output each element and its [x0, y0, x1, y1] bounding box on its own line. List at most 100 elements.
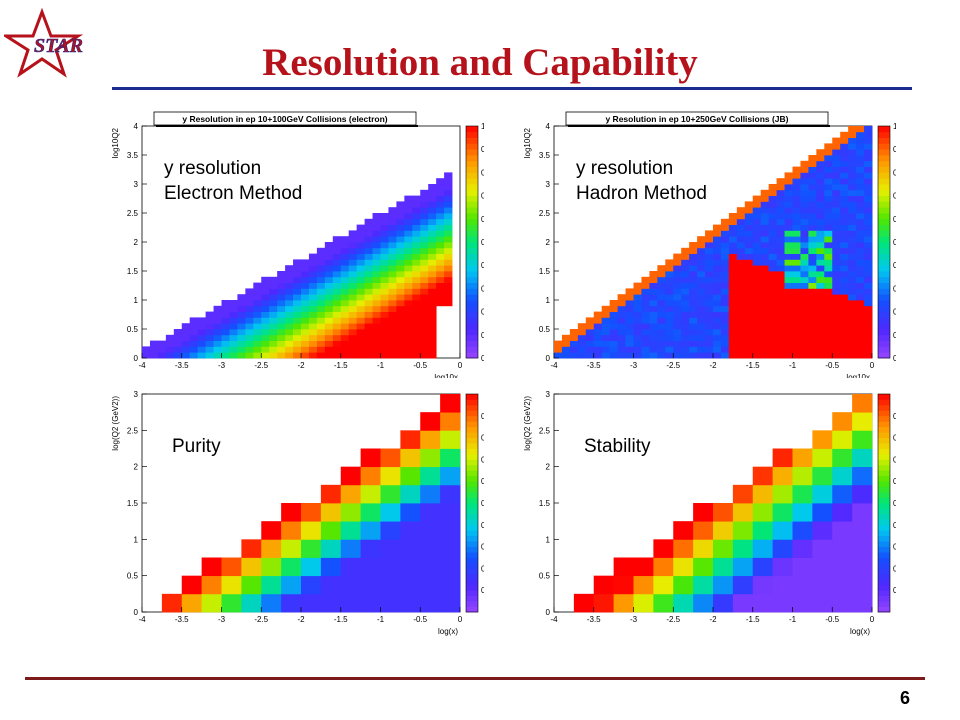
heatmap-cell: [625, 294, 634, 301]
heatmap-cell: [776, 311, 785, 318]
heatmap-cell: [593, 311, 603, 318]
heatmap-cell: [800, 317, 809, 324]
heatmap-cell: [784, 189, 793, 196]
heatmap-cell: [812, 575, 833, 595]
colorbar-tick-label: 0.5: [481, 499, 484, 508]
heatmap-cell: [856, 207, 865, 214]
heatmap-cell: [261, 593, 282, 613]
heatmap-cell: [277, 294, 286, 301]
colorbar-tick-label: 0.2: [893, 308, 896, 317]
heatmap-cell: [728, 317, 738, 324]
heatmap-cell: [412, 276, 421, 283]
heatmap-cell: [784, 300, 793, 307]
heatmap-cell: [665, 288, 674, 295]
heatmap-cell: [229, 305, 238, 312]
colorbar-segment: [466, 126, 478, 133]
heatmap-cell: [348, 230, 358, 237]
heatmap-cell: [436, 282, 445, 289]
heatmap-cell: [800, 184, 809, 191]
heatmap-cell: [340, 247, 350, 254]
heatmap-cell: [436, 259, 445, 266]
x-tick-label: 0: [870, 615, 875, 624]
heatmap-cell: [736, 340, 746, 347]
heatmap-cell: [728, 352, 738, 359]
heatmap-cell: [396, 334, 405, 341]
heatmap-cell: [245, 288, 254, 295]
colorbar-segment: [878, 131, 890, 138]
y-tick-label: 0: [546, 608, 551, 617]
heatmap-cell: [428, 184, 437, 191]
heatmap-cell: [173, 340, 183, 347]
heatmap-cell: [792, 230, 801, 237]
heatmap-cell: [593, 340, 603, 347]
heatmap-cell: [697, 271, 706, 278]
heatmap-cell: [752, 230, 762, 237]
heatmap-cell: [840, 236, 849, 243]
colorbar-segment: [878, 276, 890, 283]
heatmap-cell: [316, 247, 326, 254]
heatmap-cell: [713, 224, 722, 231]
heatmap-cell: [237, 346, 246, 353]
y-tick-label: 2.5: [539, 209, 551, 218]
heatmap-cell: [380, 329, 389, 336]
heatmap-cell: [713, 305, 722, 312]
heatmap-cell: [673, 593, 694, 613]
y-tick-label: 2: [134, 463, 139, 472]
heatmap-cell: [697, 340, 706, 347]
heatmap-cell: [792, 218, 801, 225]
heatmap-cell: [681, 317, 690, 324]
heatmap-cell: [689, 265, 698, 272]
heatmap-cell: [444, 189, 453, 196]
heatmap-cell: [396, 294, 405, 301]
heatmap-cell: [269, 305, 278, 312]
heatmap-cell: [776, 317, 785, 324]
heatmap-cell: [732, 575, 754, 595]
heatmap-cell: [832, 172, 841, 179]
heatmap-cell: [316, 271, 326, 278]
heatmap-cell: [237, 300, 246, 307]
colorbar-segment: [878, 218, 890, 225]
colorbar-segment: [878, 155, 890, 162]
heatmap-cell: [736, 323, 746, 330]
heatmap-cell: [784, 311, 793, 318]
heatmap-cell: [649, 329, 658, 336]
heatmap-cell: [444, 294, 453, 301]
heatmap-cell: [293, 288, 302, 295]
colorbar-segment: [466, 334, 478, 341]
heatmap-cell: [736, 236, 746, 243]
heatmap-cell: [308, 340, 318, 347]
heatmap-cell: [864, 247, 873, 254]
heatmap-cell: [728, 346, 738, 353]
heatmap-cell: [205, 340, 214, 347]
colorbar-segment: [878, 475, 890, 482]
heatmap-cell: [396, 265, 405, 272]
heatmap-cell: [816, 259, 825, 266]
heatmap-cell: [808, 294, 817, 301]
heatmap-cell: [301, 259, 310, 266]
heatmap-cell: [444, 201, 453, 208]
heatmap-cell: [760, 230, 770, 237]
colorbar-segment: [878, 288, 890, 295]
x-tick-label: -0.5: [825, 615, 839, 624]
heatmap-cell: [705, 253, 714, 260]
heatmap-cell: [808, 201, 817, 208]
heatmap-cell: [625, 334, 634, 341]
heatmap-cell: [824, 155, 833, 162]
heatmap-cell: [720, 242, 730, 249]
heatmap-cell: [832, 213, 841, 220]
heatmap-cell: [824, 346, 833, 353]
heatmap-cell: [633, 311, 642, 318]
colorbar-segment: [466, 247, 478, 254]
heatmap-cell: [653, 575, 674, 595]
heatmap-cell: [633, 334, 642, 341]
heatmap-cell: [768, 317, 777, 324]
heatmap-cell: [348, 271, 358, 278]
heatmap-cell: [633, 288, 642, 295]
heatmap-cell: [221, 311, 230, 318]
heatmap-cell: [784, 247, 793, 254]
heatmap-cell: [728, 276, 738, 283]
colorbar-segment: [878, 236, 890, 243]
heatmap-cell: [744, 213, 754, 220]
heatmap-cell: [404, 294, 413, 301]
heatmap-cell: [736, 276, 746, 283]
